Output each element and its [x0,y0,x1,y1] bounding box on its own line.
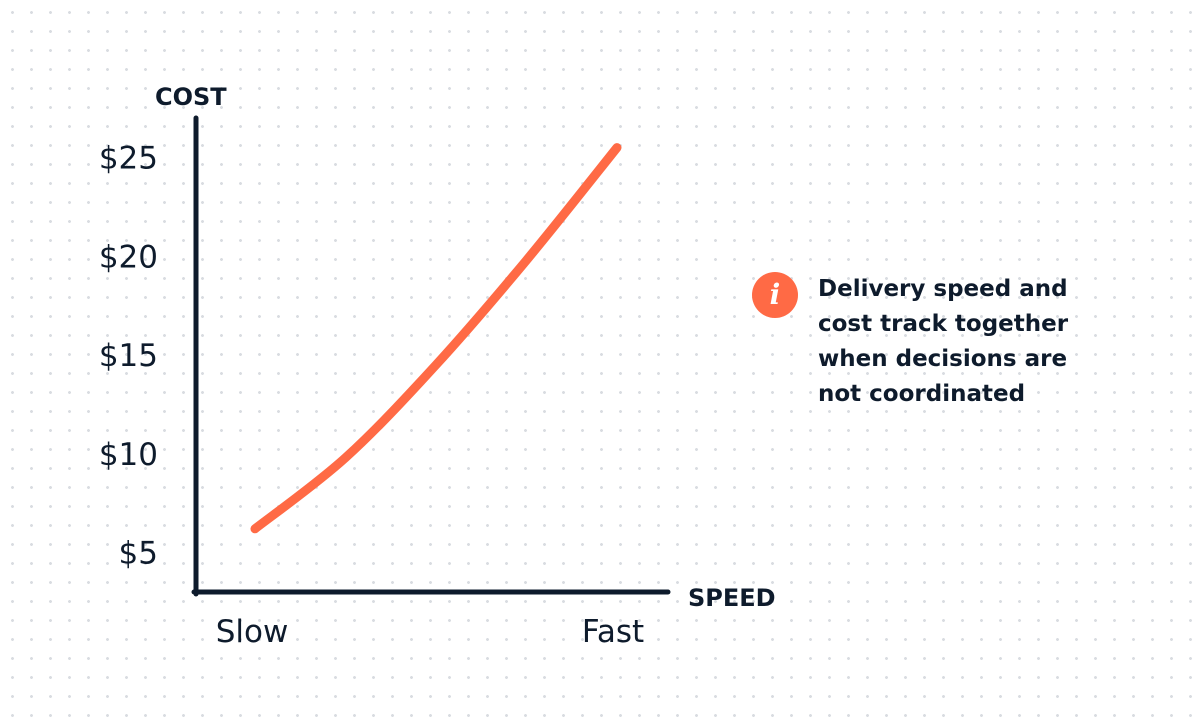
y-tick-label: $10 [99,437,158,473]
y-tick-label: $20 [99,239,158,275]
y-tick-label: $25 [99,141,158,177]
x-tick-label: Fast [582,614,644,650]
y-axis-title: COST [155,83,227,111]
y-tick-label: $15 [99,338,158,374]
info-icon: i [752,272,798,318]
x-tick-labels: Slow Fast [216,614,644,650]
x-tick-label: Slow [216,614,289,650]
series-line [250,143,622,534]
y-tick-label: $5 [119,536,158,572]
callout-text: Delivery speed and cost track together w… [818,276,1069,407]
x-axis-title: SPEED [688,584,776,612]
info-callout: i Delivery speed and cost track together… [752,272,1192,412]
y-tick-labels: $5 $10 $15 $20 $25 [99,141,158,572]
